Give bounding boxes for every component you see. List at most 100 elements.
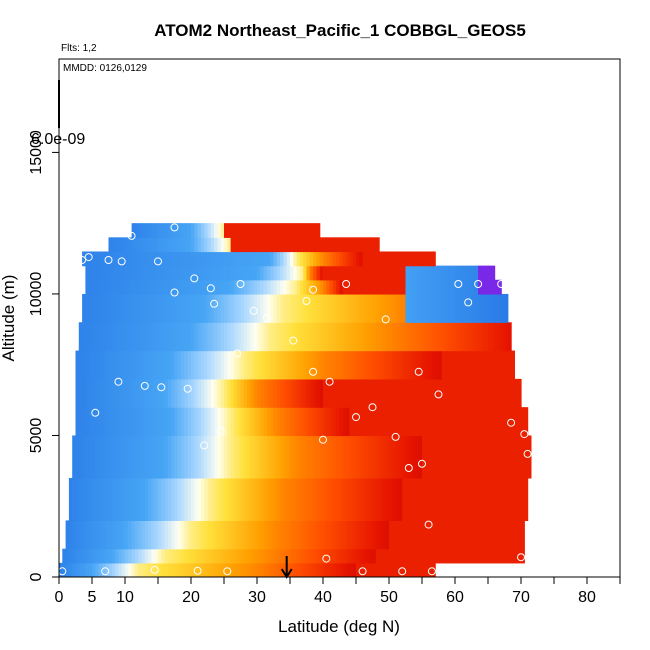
heatmap-cell bbox=[88, 322, 93, 352]
heatmap-cell bbox=[346, 520, 350, 550]
heatmap-cell bbox=[214, 251, 218, 267]
heatmap-cell bbox=[514, 435, 519, 479]
heatmap-cell bbox=[115, 562, 119, 577]
heatmap-cell bbox=[276, 407, 281, 437]
heatmap-cell bbox=[339, 562, 344, 577]
heatmap-cell bbox=[286, 435, 291, 479]
x-tick-label: 20 bbox=[182, 589, 200, 606]
heatmap-cell bbox=[257, 322, 261, 352]
heatmap-cell bbox=[105, 322, 110, 352]
heatmap-cell bbox=[428, 477, 433, 521]
heatmap-cell bbox=[412, 435, 416, 479]
heatmap-cell bbox=[296, 477, 301, 521]
heatmap-cell bbox=[230, 279, 235, 295]
heatmap-cell bbox=[356, 562, 360, 577]
heatmap-cell bbox=[336, 350, 341, 380]
heatmap-cell bbox=[148, 265, 152, 281]
heatmap-cell bbox=[290, 279, 294, 295]
heatmap-cell bbox=[273, 520, 278, 550]
x-tick-label: 80 bbox=[578, 589, 596, 606]
heatmap-cell bbox=[105, 265, 110, 281]
heatmap-cell bbox=[484, 350, 489, 380]
heatmap-cell bbox=[167, 350, 172, 380]
heatmap-cell bbox=[478, 548, 482, 564]
heatmap-cell bbox=[372, 293, 377, 323]
heatmap-cell bbox=[392, 520, 397, 550]
heatmap-cell bbox=[191, 350, 195, 380]
heatmap-cell bbox=[105, 350, 110, 380]
heatmap-cell bbox=[92, 477, 96, 521]
heatmap-cell bbox=[405, 251, 410, 267]
heatmap-cell bbox=[385, 435, 390, 479]
heatmap-cell bbox=[161, 520, 166, 550]
heatmap-cell bbox=[329, 520, 334, 550]
heatmap-cell bbox=[408, 378, 413, 408]
heatmap-cell bbox=[398, 548, 403, 564]
heatmap-cell bbox=[316, 237, 321, 253]
heatmap-cell bbox=[306, 407, 311, 437]
heatmap-cell bbox=[134, 237, 139, 253]
heatmap-cell bbox=[181, 378, 185, 408]
heatmap-cell bbox=[200, 477, 205, 521]
heatmap-cell bbox=[349, 251, 354, 267]
heatmap-cell bbox=[511, 477, 515, 521]
heatmap-cell bbox=[210, 322, 215, 352]
heatmap-cell bbox=[375, 279, 380, 295]
heatmap-cell bbox=[356, 251, 360, 267]
heatmap-cell bbox=[194, 223, 199, 238]
heatmap-cell bbox=[177, 520, 182, 550]
heatmap-cell bbox=[299, 223, 304, 238]
heatmap-cell bbox=[167, 237, 172, 253]
heatmap-cell bbox=[504, 477, 509, 521]
heatmap-cell bbox=[494, 407, 499, 437]
heatmap-cell bbox=[359, 350, 364, 380]
heatmap-cell bbox=[306, 251, 311, 267]
heatmap-cell bbox=[237, 237, 242, 253]
heatmap-cell bbox=[233, 279, 238, 295]
heatmap-cell bbox=[115, 265, 119, 281]
heatmap-cell bbox=[65, 562, 70, 577]
heatmap-cell bbox=[82, 562, 86, 577]
heatmap-cell bbox=[362, 293, 367, 323]
heatmap-cell bbox=[270, 477, 275, 521]
heatmap-cell bbox=[214, 350, 218, 380]
heatmap-cell bbox=[214, 223, 218, 238]
heatmap-cell bbox=[75, 435, 80, 479]
heatmap-cell bbox=[184, 562, 189, 577]
heatmap-cell bbox=[177, 223, 182, 238]
heatmap-cell bbox=[283, 265, 288, 281]
heatmap-cell bbox=[431, 407, 436, 437]
heatmap-cell bbox=[309, 407, 314, 437]
heatmap-cell bbox=[448, 407, 453, 437]
heatmap-cell bbox=[125, 477, 129, 521]
heatmap-cell bbox=[164, 265, 169, 281]
heatmap-cell bbox=[349, 237, 354, 253]
heatmap-cell bbox=[468, 520, 473, 550]
heatmap-cell bbox=[309, 477, 314, 521]
heatmap-cell bbox=[458, 350, 463, 380]
heatmap-cell bbox=[227, 350, 232, 380]
heatmap-cell bbox=[204, 322, 209, 352]
heatmap-cell bbox=[296, 279, 301, 295]
heatmap-cell bbox=[276, 237, 281, 253]
heatmap-cell bbox=[276, 562, 281, 577]
heatmap-cell bbox=[207, 237, 212, 253]
heatmap-cell bbox=[85, 548, 90, 564]
heatmap-cell bbox=[125, 520, 129, 550]
heatmap-cell bbox=[448, 265, 453, 281]
heatmap-cell bbox=[379, 293, 383, 323]
heatmap-cell bbox=[365, 293, 370, 323]
heatmap-cell bbox=[171, 548, 176, 564]
heatmap-cell bbox=[240, 322, 245, 352]
heatmap-cell bbox=[286, 477, 291, 521]
heatmap-cell bbox=[415, 350, 420, 380]
heatmap-cell bbox=[412, 322, 416, 352]
heatmap-cell bbox=[263, 548, 268, 564]
heatmap-cell bbox=[253, 562, 258, 577]
heatmap-cell bbox=[441, 435, 446, 479]
heatmap-cell bbox=[148, 477, 152, 521]
heatmap-cell bbox=[405, 477, 410, 521]
data-point bbox=[309, 285, 318, 294]
heatmap-cell bbox=[389, 477, 393, 521]
heatmap-cell bbox=[418, 322, 423, 352]
